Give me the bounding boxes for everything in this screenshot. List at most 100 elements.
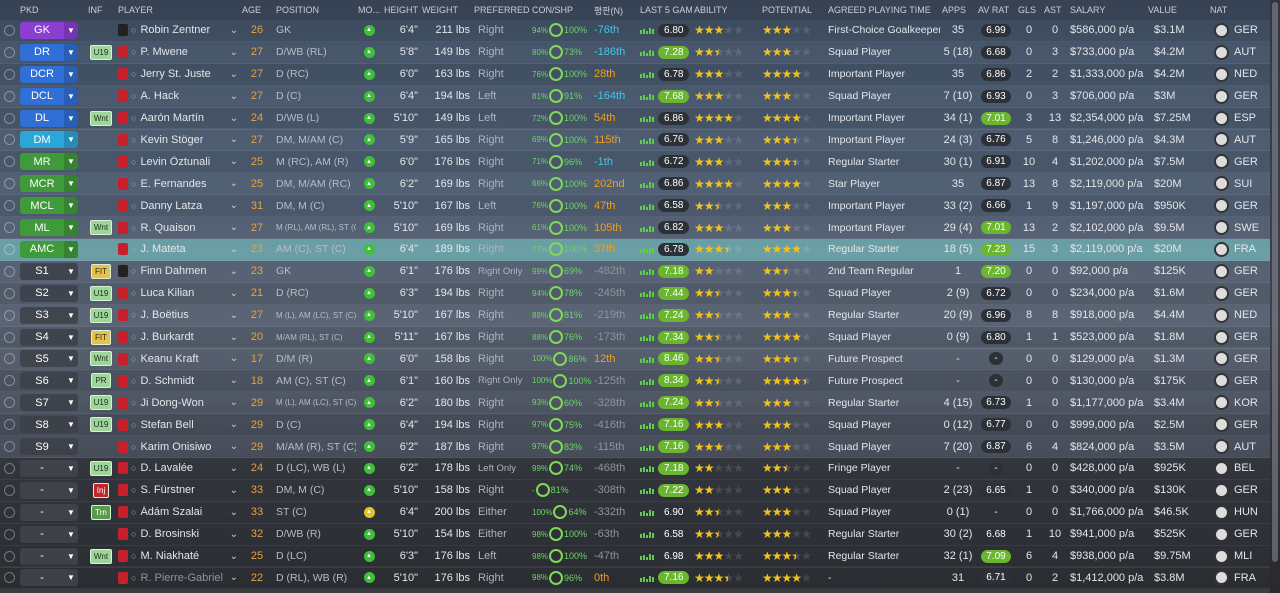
player-menu[interactable]: ⌄	[229, 397, 238, 409]
player-menu[interactable]: ⌄	[229, 222, 238, 234]
dropdown-arrow[interactable]: ▼	[64, 153, 78, 171]
select-circle[interactable]	[3, 375, 15, 387]
dropdown-arrow[interactable]: ▼	[64, 87, 78, 105]
select-circle[interactable]	[3, 90, 15, 102]
position-badge[interactable]: S2 ▼	[20, 284, 78, 302]
player-row[interactable]: MCR ▼ ○ E. Fernandes ⌄ 25 DM, M/AM (RC) ▲ 6'2" 16…	[0, 173, 1270, 196]
dropdown-arrow[interactable]: ▼	[67, 354, 75, 364]
position-badge[interactable]: S1 ▼	[20, 262, 78, 280]
player-name[interactable]: D. Lavalée	[140, 462, 194, 475]
player-menu[interactable]: ⌄	[229, 441, 238, 453]
position-badge[interactable]: DCR ▼	[20, 65, 78, 83]
player-name[interactable]: J. Boëtius	[140, 309, 189, 322]
position-badge[interactable]: DL ▼	[20, 109, 78, 127]
select-circle[interactable]	[3, 331, 15, 343]
position-badge[interactable]: S4 ▼	[20, 328, 78, 346]
position-badge[interactable]: - ▼	[20, 569, 78, 587]
player-menu[interactable]: ⌄	[229, 243, 238, 255]
dropdown-arrow[interactable]: ▼	[67, 485, 75, 495]
player-row[interactable]: - ▼ U19 ○ D. Lavalée ⌄ 24 D (LC), WB (L) ▲ 6'2" 17…	[0, 458, 1270, 480]
player-menu[interactable]: ⌄	[229, 550, 238, 562]
dropdown-arrow[interactable]: ▼	[67, 573, 75, 583]
select-circle[interactable]	[3, 397, 15, 409]
player-row[interactable]: - ▼ Wnt ○ M. Niakhaté ⌄ 25 D (LC) ▲ 6'3" 176 lbs Le…	[0, 545, 1270, 568]
player-row[interactable]: MR ▼ ○ Levin Öztunali ⌄ 25 M (RC), AM (R) ▲ 6'0"…	[0, 151, 1270, 174]
player-name[interactable]: M. Niakhaté	[140, 550, 200, 563]
player-menu[interactable]: ⌄	[229, 200, 238, 212]
select-circle[interactable]	[3, 112, 15, 124]
position-badge[interactable]: S9 ▼	[20, 438, 78, 456]
player-menu[interactable]: ⌄	[229, 528, 238, 540]
player-name[interactable]: Levin Öztunali	[140, 155, 211, 168]
player-menu[interactable]: ⌄	[229, 462, 238, 474]
player-row[interactable]: S5 ▼ Wnt ○ Keanu Kraft ⌄ 17 D/M (R) ▲ 6'0" 158 lbs…	[0, 348, 1270, 371]
player-name[interactable]: Luca Kilian	[140, 287, 195, 300]
position-badge[interactable]: S6 ▼	[20, 372, 78, 390]
player-name[interactable]: Keanu Kraft	[140, 352, 199, 365]
player-name[interactable]: J. Mateta	[140, 243, 186, 256]
player-name[interactable]: S. Fürstner	[140, 484, 195, 497]
dropdown-arrow[interactable]: ▼	[67, 398, 75, 408]
dropdown-arrow[interactable]: ▼	[67, 507, 75, 517]
dropdown-arrow[interactable]: ▼	[67, 310, 75, 320]
player-name[interactable]: Jerry St. Juste	[140, 68, 211, 81]
player-menu[interactable]: ⌄	[229, 572, 238, 584]
dropdown-arrow[interactable]: ▼	[67, 551, 75, 561]
position-badge[interactable]: MR ▼	[20, 153, 78, 171]
select-circle[interactable]	[3, 222, 15, 234]
player-row[interactable]: S2 ▼ U19 ○ Luca Kilian ⌄ 21 D (RC) ▲ 6'3" 194 lbs R…	[0, 282, 1270, 305]
player-name[interactable]: R. Quaison	[140, 221, 196, 234]
position-badge[interactable]: MCR ▼	[20, 175, 78, 193]
player-row[interactable]: DCR ▼ ○ Jerry St. Juste ⌄ 27 D (RC) ▲ 6'0" 163 lb…	[0, 63, 1270, 86]
player-row[interactable]: GK ▼ ○ Robin Zentner ⌄ 26 GK ▲ 6'4" 211 lbs Right 9…	[0, 20, 1270, 42]
position-badge[interactable]: - ▼	[20, 547, 78, 565]
dropdown-arrow[interactable]: ▼	[64, 240, 78, 258]
select-circle[interactable]	[3, 46, 15, 58]
player-row[interactable]: DCL ▼ ○ A. Hack ⌄ 27 D (C) ▲ 6'4" 194 lbs Left 81% 9…	[0, 85, 1270, 108]
select-circle[interactable]	[3, 353, 15, 365]
dropdown-arrow[interactable]: ▼	[67, 288, 75, 298]
player-name[interactable]: D. Brosinski	[140, 528, 200, 541]
dropdown-arrow[interactable]: ▼	[64, 65, 78, 83]
dropdown-arrow[interactable]: ▼	[64, 175, 78, 193]
select-circle[interactable]	[3, 24, 15, 36]
dropdown-arrow[interactable]: ▼	[64, 197, 78, 215]
position-badge[interactable]: S3 ▼	[20, 306, 78, 324]
scrollbar[interactable]	[1270, 0, 1280, 593]
player-name[interactable]: P. Mwene	[140, 46, 188, 59]
player-menu[interactable]: ⌄	[229, 309, 238, 321]
select-circle[interactable]	[3, 265, 15, 277]
player-menu[interactable]: ⌄	[229, 419, 238, 431]
dropdown-arrow[interactable]: ▼	[64, 21, 78, 39]
player-row[interactable]: S3 ▼ U19 ○ J. Boëtius ⌄ 27 M (L), AM (LC), ST (…	[0, 304, 1270, 327]
player-row[interactable]: DM ▼ ○ Kevin Stöger ⌄ 27 DM, M/AM (C) ▲ 5'9" 165 …	[0, 129, 1270, 152]
dropdown-arrow[interactable]: ▼	[64, 109, 78, 127]
dropdown-arrow[interactable]: ▼	[67, 420, 75, 430]
dropdown-arrow[interactable]: ▼	[67, 376, 75, 386]
position-badge[interactable]: - ▼	[20, 503, 78, 521]
select-circle[interactable]	[3, 441, 15, 453]
player-menu[interactable]: ⌄	[229, 134, 238, 146]
player-menu[interactable]: ⌄	[229, 68, 238, 80]
player-name[interactable]: Karim Onisiwo	[140, 440, 212, 453]
player-row[interactable]: ML ▼ Wnt ○ R. Quaison ⌄ 27 M (RL), AM (RL), ST …	[0, 217, 1270, 239]
player-row[interactable]: S9 ▼ ○ Karim Onisiwo ⌄ 29 M/AM (R), ST (C) ▲ 6'2…	[0, 436, 1270, 458]
player-row[interactable]: - ▼ ○ R. Pierre-Gabriel ⌄ 22 D (RL), WB (R) ▲ 5'…	[0, 567, 1270, 590]
player-menu[interactable]: ⌄	[229, 506, 238, 518]
dropdown-arrow[interactable]: ▼	[67, 463, 75, 473]
player-name[interactable]: Robin Zentner	[140, 24, 211, 37]
select-circle[interactable]	[3, 68, 15, 80]
dropdown-arrow[interactable]: ▼	[64, 43, 78, 61]
player-menu[interactable]: ⌄	[229, 112, 238, 124]
player-menu[interactable]: ⌄	[229, 375, 238, 387]
player-name[interactable]: Finn Dahmen	[140, 265, 207, 278]
player-row[interactable]: - ▼ Trn ○ Ádám Szalai ⌄ 33 ST (C) ▲ 6'4" 200 lbs Ei…	[0, 501, 1270, 524]
position-badge[interactable]: DCL ▼	[20, 87, 78, 105]
player-menu[interactable]: ⌄	[229, 331, 238, 343]
position-badge[interactable]: DM ▼	[20, 131, 78, 149]
player-row[interactable]: S1 ▼ FIT ○ Finn Dahmen ⌄ 23 GK ▲ 6'1" 176 lbs Right…	[0, 260, 1270, 283]
player-row[interactable]: - ▼ ○ D. Brosinski ⌄ 32 D/WB (R) ▲ 5'10" 154 lbs E…	[0, 523, 1270, 546]
player-row[interactable]: DR ▼ U19 ○ P. Mwene ⌄ 27 D/WB (RL) ▲ 5'8" 149 lbs R…	[0, 41, 1270, 64]
position-badge[interactable]: ML ▼	[20, 219, 78, 237]
player-name[interactable]: Stefan Bell	[140, 418, 194, 431]
